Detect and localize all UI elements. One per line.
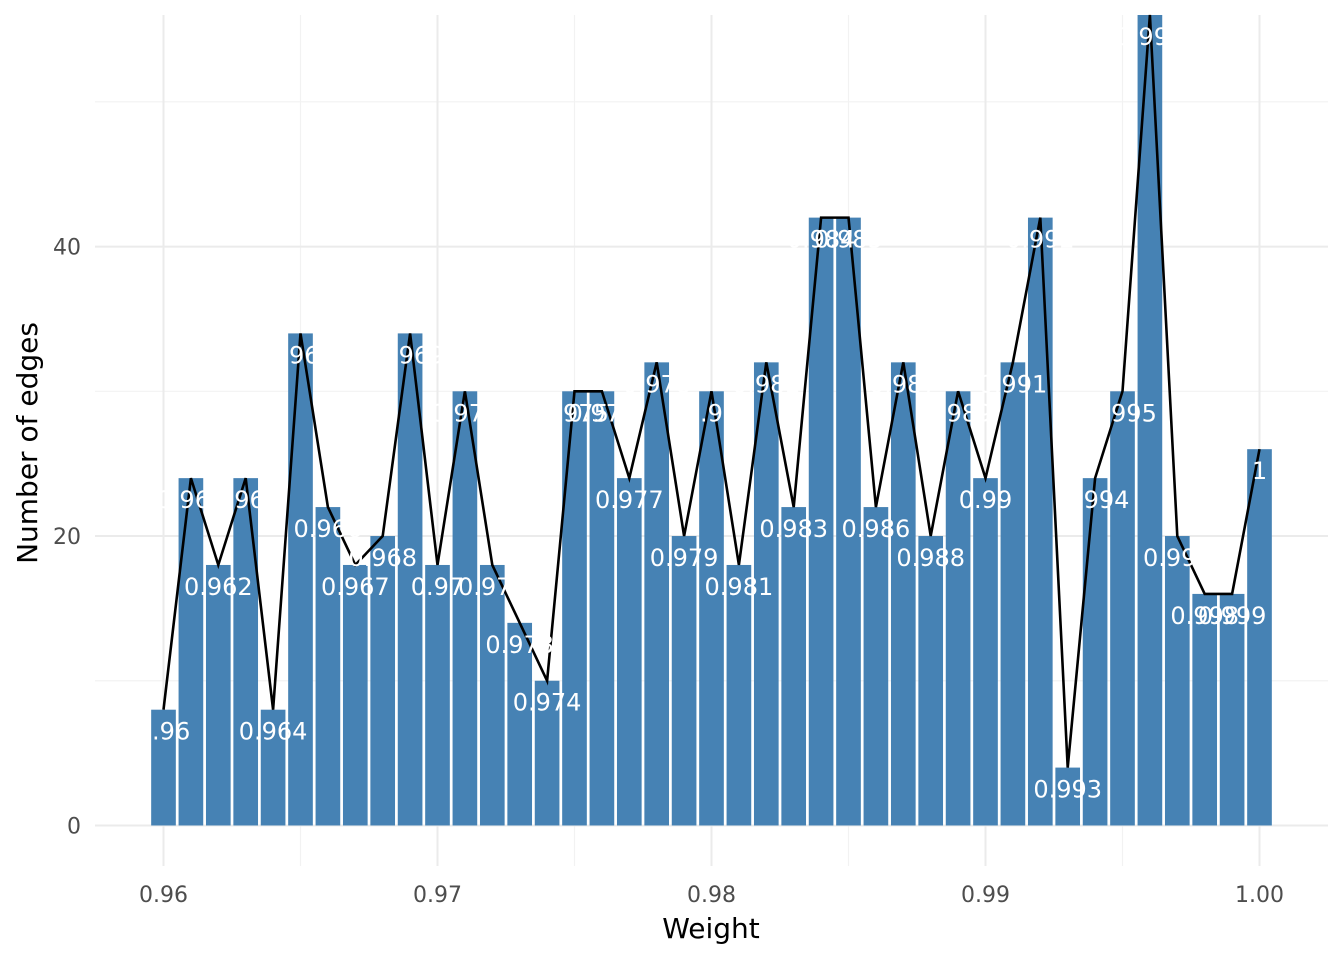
bar-value-label: 0.997 <box>1143 544 1212 572</box>
bar-value-label: 0.971 <box>431 399 500 427</box>
bar <box>1027 217 1053 826</box>
y-tick-label: 20 <box>53 525 81 550</box>
bar <box>616 478 642 826</box>
bar-value-label: 0.969 <box>376 341 445 369</box>
bar <box>644 362 670 826</box>
bar <box>973 478 998 826</box>
bar-value-label: 0.979 <box>650 544 719 572</box>
bar-labels: 0.960.9610.9620.9630.9640.9650.9660.9670… <box>137 23 1267 804</box>
bar <box>890 362 916 826</box>
bar-value-label: 0.98 <box>685 399 738 427</box>
x-tick-label: 0.99 <box>961 883 1010 908</box>
bar-value-label: 0.977 <box>595 486 664 514</box>
tick-labels: 0.96 0.97 0.98 0.99 1.00 0 20 40 <box>53 236 1284 908</box>
bar <box>836 217 861 826</box>
bar-value-label: 0.989 <box>924 399 993 427</box>
bar-value-label: 0.976 <box>568 399 637 427</box>
x-tick-label: 0.98 <box>687 883 736 908</box>
bar-value-label: 0.994 <box>1061 486 1130 514</box>
bar-value-label: 0.981 <box>705 573 774 601</box>
frequency-polyline <box>162 14 1261 768</box>
bar-value-label: 0.975 <box>540 399 609 427</box>
bar-value-label: 0.999 <box>1198 602 1267 630</box>
bar <box>370 536 396 826</box>
bar <box>452 391 478 826</box>
bars <box>151 15 1272 826</box>
bar-value-label: 0.96 <box>137 718 190 746</box>
bar-value-label: 0.998 <box>1170 602 1239 630</box>
bar-value-label: 1 <box>1252 457 1267 485</box>
bar-value-label: 0.962 <box>184 573 253 601</box>
bar <box>260 709 286 826</box>
bar-value-label: 0.974 <box>513 689 582 717</box>
bar-value-label: 0.963 <box>211 486 280 514</box>
bar <box>1219 593 1245 826</box>
bar-value-label: 0.993 <box>1033 776 1102 804</box>
y-tick-label: 0 <box>67 814 81 839</box>
bar <box>288 333 313 826</box>
bar-value-label: 0.988 <box>896 544 965 572</box>
bar <box>671 536 697 826</box>
bar <box>342 564 368 826</box>
bar-value-label: 0.985 <box>814 226 883 254</box>
bar-value-label: 0.986 <box>842 515 911 543</box>
bar-value-label: 0.972 <box>458 573 527 601</box>
bar <box>1110 391 1135 826</box>
bar <box>534 680 560 826</box>
bar <box>863 507 889 826</box>
bar-value-label: 0.987 <box>869 370 938 398</box>
y-axis-title: Number of edges <box>11 322 44 564</box>
bar-value-label: 0.982 <box>732 370 801 398</box>
bar <box>781 507 807 826</box>
bar <box>1164 536 1190 826</box>
bar <box>1000 362 1026 826</box>
bar <box>233 478 259 826</box>
bar <box>1055 767 1081 826</box>
bar-value-label: 0.967 <box>321 573 390 601</box>
bar-value-label: 0.996 <box>1116 23 1185 51</box>
bar <box>151 709 176 826</box>
bar <box>479 564 505 826</box>
bar-value-label: 0.97 <box>411 573 464 601</box>
bar-value-label: 0.961 <box>157 486 226 514</box>
bar <box>205 564 231 826</box>
y-tick-label: 40 <box>53 236 81 261</box>
bar <box>589 391 615 826</box>
bar <box>425 564 450 826</box>
x-tick-label: 1.00 <box>1235 883 1284 908</box>
frequency-line <box>162 14 1261 768</box>
bar <box>753 362 779 826</box>
bar <box>699 391 724 826</box>
x-tick-label: 0.97 <box>413 883 462 908</box>
bar-value-label: 0.964 <box>239 718 308 746</box>
bar-value-label: 0.992 <box>1006 226 1075 254</box>
bar <box>1247 449 1272 826</box>
x-axis-title: Weight <box>662 912 760 945</box>
bar <box>178 478 204 826</box>
bar <box>726 564 752 826</box>
x-tick-label: 0.96 <box>139 883 188 908</box>
bar <box>562 391 587 826</box>
bar-value-label: 0.991 <box>979 370 1048 398</box>
bar-value-label: 0.973 <box>485 631 554 659</box>
bar-value-label: 0.968 <box>348 544 417 572</box>
bar-value-label: 0.965 <box>266 341 335 369</box>
bar-value-label: 0.983 <box>759 515 828 543</box>
bar <box>1192 593 1218 826</box>
bar <box>808 217 834 826</box>
bar <box>397 333 423 826</box>
bar <box>945 391 971 826</box>
bar <box>918 536 944 826</box>
bar-value-label: 0.995 <box>1088 399 1157 427</box>
bar-value-label: 0.984 <box>787 226 856 254</box>
bar <box>507 622 533 826</box>
bar <box>1082 478 1108 826</box>
bar-value-label: 0.99 <box>959 486 1012 514</box>
bar <box>315 507 341 826</box>
bar-value-label: 0.966 <box>294 515 363 543</box>
bar-value-label: 0.978 <box>622 370 691 398</box>
